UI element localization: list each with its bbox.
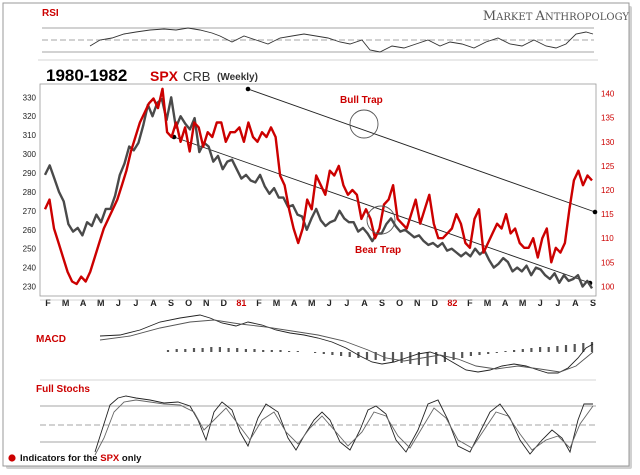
x-tick-month: F	[467, 298, 473, 308]
left-tick-label: 300	[23, 150, 37, 159]
x-tick-month: A	[502, 298, 509, 308]
left-tick-label: 320	[23, 112, 37, 121]
bear-trap-label: Bear Trap	[355, 245, 401, 256]
x-tick-month: S	[168, 298, 174, 308]
right-tick-label: 100	[601, 282, 615, 291]
x-tick-month: J	[555, 298, 560, 308]
title-spx: SPX	[150, 68, 179, 84]
x-tick-month: M	[62, 298, 70, 308]
title-years: 1980-1982	[46, 66, 127, 85]
x-tick-month: F	[45, 298, 51, 308]
chart-title: 1980-1982 SPX CRB (Weekly)	[46, 66, 258, 85]
x-tick-month: S	[379, 298, 385, 308]
bull-trap-circle	[349, 109, 379, 139]
bear-trap-circle	[366, 205, 396, 235]
x-tick-month: A	[291, 298, 298, 308]
x-tick-month: N	[414, 298, 421, 308]
rsi-label: RSI	[42, 8, 59, 19]
bull-trap-label: Bull Trap	[340, 95, 383, 106]
stoch-d-line	[94, 399, 594, 456]
right-tick-label: 125	[601, 162, 615, 171]
x-tick-month: J	[327, 298, 332, 308]
right-tick-label: 140	[601, 90, 615, 99]
x-tick-month: D	[221, 298, 228, 308]
stoch-label: Full Stochs	[36, 384, 90, 395]
x-tick-month: M	[484, 298, 492, 308]
left-tick-label: 260	[23, 226, 37, 235]
title-weekly: (Weekly)	[217, 72, 258, 83]
right-axis: 140 135 130 125 120 115 110 105 100	[601, 90, 615, 292]
footer-bullet-icon	[8, 454, 16, 462]
rsi-line	[89, 27, 594, 53]
right-tick-label: 130	[601, 138, 615, 147]
right-tick-label: 120	[601, 186, 615, 195]
upper-trendline-end	[592, 209, 598, 215]
x-tick-month: A	[361, 298, 368, 308]
left-tick-label: 270	[23, 207, 37, 216]
macd-signal-line	[99, 319, 594, 373]
left-tick-label: 290	[23, 169, 37, 178]
stoch-k-line	[94, 395, 593, 455]
title-crb: CRB	[183, 69, 210, 84]
left-tick-label: 230	[23, 283, 37, 292]
x-tick-year: 81	[236, 298, 246, 308]
x-tick-month: J	[344, 298, 349, 308]
right-tick-label: 110	[601, 234, 614, 243]
x-tick-month: M	[273, 298, 281, 308]
x-tick-year: 82	[447, 298, 457, 308]
x-tick-month: O	[185, 298, 192, 308]
brand-logo: MARKET ANTHROPOLOGY	[483, 9, 630, 24]
x-tick-month: D	[432, 298, 439, 308]
right-tick-label: 105	[601, 258, 615, 267]
x-tick-month: M	[308, 298, 316, 308]
main-plot-frame	[39, 83, 597, 297]
x-tick-month: J	[538, 298, 543, 308]
x-tick-month: M	[519, 298, 527, 308]
x-axis: F M A M J J A S O N D 81 F M A M J J A S O N D 82 F M A M J J A S	[45, 298, 596, 308]
x-tick-month: N	[203, 298, 210, 308]
upper-trendline	[247, 88, 596, 213]
x-tick-month: O	[396, 298, 403, 308]
x-tick-month: F	[256, 298, 262, 308]
left-tick-label: 310	[23, 131, 37, 140]
x-tick-month: A	[150, 298, 157, 308]
left-tick-label: 330	[23, 93, 37, 102]
footer-note: Indicators for the SPX only	[20, 453, 142, 464]
macd-histogram	[166, 342, 594, 366]
x-tick-month: J	[116, 298, 121, 308]
x-tick-month: M	[97, 298, 105, 308]
right-tick-label: 115	[601, 210, 614, 219]
x-tick-month: S	[590, 298, 596, 308]
spx-series-line	[43, 87, 593, 286]
left-axis: 330 320 310 300 290 280 270 260 250 240 230	[23, 93, 37, 291]
crb-series-line	[43, 96, 594, 290]
right-tick-label: 135	[601, 114, 615, 123]
x-tick-month: A	[572, 298, 579, 308]
macd-label: MACD	[36, 334, 66, 345]
left-tick-label: 250	[23, 245, 37, 254]
x-tick-month: A	[80, 298, 87, 308]
left-tick-label: 280	[23, 188, 37, 197]
upper-trendline-start	[245, 86, 251, 92]
left-tick-label: 240	[23, 264, 37, 273]
panel-border	[2, 2, 630, 467]
x-tick-month: J	[133, 298, 138, 308]
